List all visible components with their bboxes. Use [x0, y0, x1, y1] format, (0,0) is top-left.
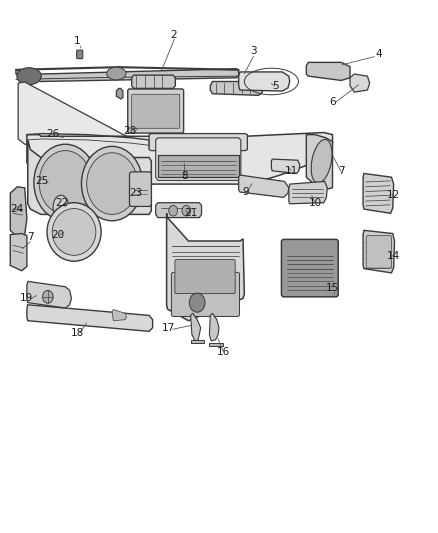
Polygon shape [306, 135, 332, 189]
Text: 16: 16 [217, 346, 230, 357]
Ellipse shape [107, 67, 126, 80]
Text: 28: 28 [123, 126, 136, 136]
Ellipse shape [81, 147, 143, 221]
Ellipse shape [53, 195, 69, 219]
Polygon shape [117, 88, 123, 99]
Polygon shape [18, 82, 130, 144]
Text: 15: 15 [326, 283, 339, 293]
Text: 14: 14 [387, 251, 400, 261]
Polygon shape [209, 343, 223, 346]
Polygon shape [239, 72, 290, 91]
Polygon shape [166, 213, 244, 321]
FancyBboxPatch shape [175, 260, 235, 294]
Polygon shape [149, 134, 247, 151]
Text: 24: 24 [11, 204, 24, 214]
Ellipse shape [169, 205, 177, 216]
Text: 18: 18 [71, 328, 84, 338]
Ellipse shape [47, 203, 101, 261]
Text: 7: 7 [27, 232, 34, 243]
Polygon shape [363, 173, 394, 213]
Polygon shape [272, 159, 300, 173]
Polygon shape [27, 133, 332, 184]
Polygon shape [16, 69, 239, 82]
Ellipse shape [52, 208, 96, 255]
Polygon shape [289, 181, 327, 204]
Ellipse shape [42, 290, 53, 303]
Ellipse shape [311, 140, 332, 183]
Text: 11: 11 [284, 166, 298, 176]
Ellipse shape [87, 153, 138, 214]
FancyBboxPatch shape [130, 172, 151, 206]
Polygon shape [306, 62, 350, 80]
Polygon shape [11, 233, 27, 271]
Text: 21: 21 [184, 208, 197, 219]
FancyBboxPatch shape [132, 94, 180, 128]
Ellipse shape [182, 205, 191, 216]
Text: 6: 6 [329, 96, 336, 107]
Polygon shape [155, 203, 201, 217]
Text: 23: 23 [129, 188, 143, 198]
FancyBboxPatch shape [282, 239, 338, 297]
Polygon shape [363, 230, 395, 273]
Polygon shape [155, 138, 241, 180]
Text: 4: 4 [375, 49, 381, 59]
Ellipse shape [34, 144, 97, 221]
FancyBboxPatch shape [366, 236, 392, 268]
Polygon shape [158, 155, 239, 177]
Polygon shape [350, 74, 370, 92]
Text: 19: 19 [20, 293, 34, 303]
Ellipse shape [17, 68, 41, 85]
Text: 25: 25 [35, 176, 49, 187]
Text: 8: 8 [181, 171, 187, 181]
FancyBboxPatch shape [77, 50, 83, 59]
Text: 12: 12 [387, 190, 400, 200]
Polygon shape [78, 53, 81, 58]
Polygon shape [27, 305, 152, 332]
Text: 17: 17 [162, 322, 175, 333]
Ellipse shape [39, 151, 92, 214]
Polygon shape [11, 187, 27, 237]
Ellipse shape [189, 293, 205, 312]
Text: 22: 22 [55, 198, 68, 208]
Polygon shape [239, 175, 289, 197]
Polygon shape [191, 313, 201, 341]
Polygon shape [209, 313, 219, 341]
Polygon shape [210, 82, 264, 95]
FancyBboxPatch shape [171, 272, 240, 317]
Text: 7: 7 [338, 166, 345, 176]
Text: 1: 1 [74, 36, 81, 45]
Text: 26: 26 [46, 128, 60, 139]
Text: 3: 3 [251, 46, 257, 56]
Polygon shape [27, 281, 71, 308]
Polygon shape [112, 310, 127, 321]
Text: 5: 5 [272, 81, 279, 91]
Text: 2: 2 [170, 30, 177, 41]
Polygon shape [191, 340, 204, 343]
Polygon shape [28, 140, 151, 214]
Text: 10: 10 [308, 198, 321, 208]
Text: 20: 20 [51, 230, 64, 240]
FancyBboxPatch shape [128, 89, 184, 133]
Text: 9: 9 [242, 187, 248, 197]
Polygon shape [132, 75, 175, 88]
